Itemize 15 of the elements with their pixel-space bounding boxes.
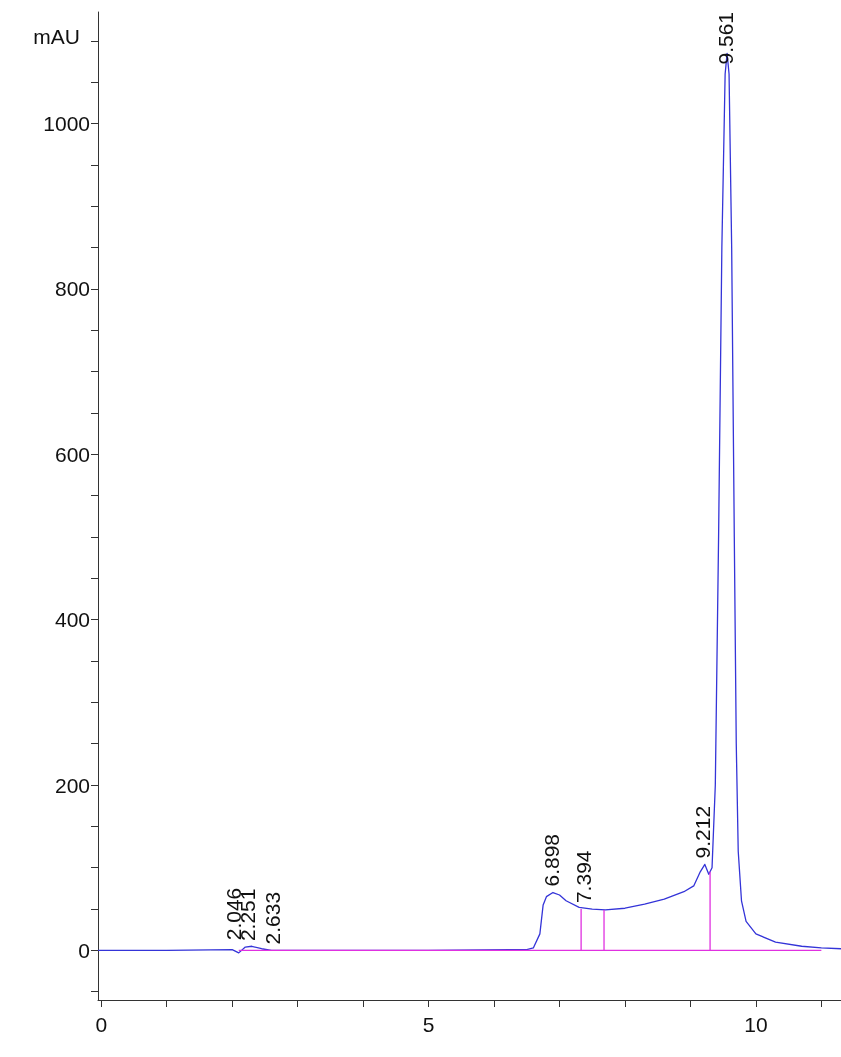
x-tick-label: 5	[422, 1013, 435, 1036]
annotation: 9.561	[714, 11, 738, 65]
y-tick-label: 200	[54, 773, 90, 797]
x-tick-label: 10	[744, 1013, 768, 1036]
y-tick-label: 600	[54, 442, 90, 466]
annotation: 6.898	[539, 833, 563, 887]
annotation: 7.394	[572, 850, 596, 904]
x-tick-label: 0	[95, 1013, 108, 1036]
y-tick-label: 400	[54, 608, 90, 632]
y-tick-label: 800	[54, 277, 90, 301]
y-tick-label: 0	[78, 938, 90, 962]
annotation: 2.633	[260, 891, 284, 945]
annotation: 9.212	[691, 805, 715, 859]
y-axis-title: mAU	[33, 25, 80, 48]
y-tick-label: 1000	[43, 112, 90, 136]
